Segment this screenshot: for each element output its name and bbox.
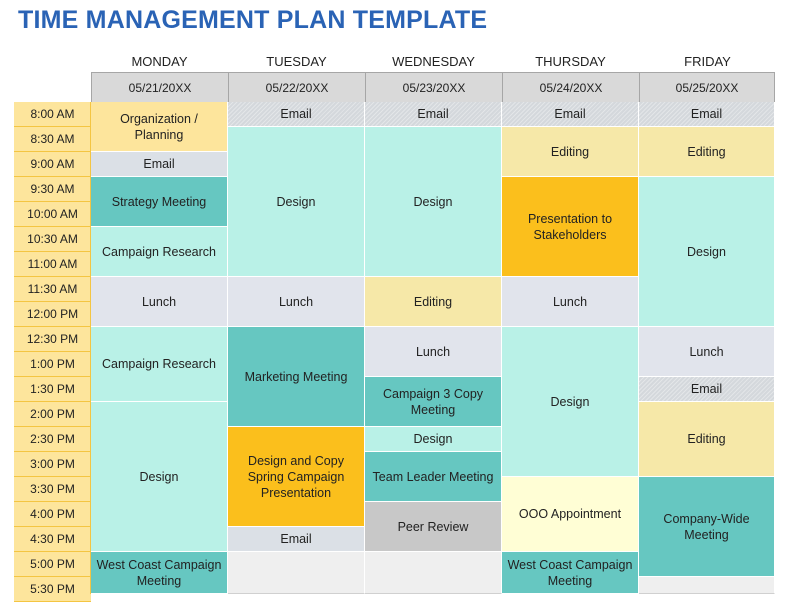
schedule-block[interactable]: Design: [91, 402, 228, 552]
time-slot-label: 11:00 AM: [14, 252, 91, 277]
day-name-wednesday: WEDNESDAY: [392, 54, 475, 69]
day-date-wednesday: 05/23/20XX: [365, 72, 502, 102]
day-name-tuesday: TUESDAY: [266, 54, 327, 69]
time-slot-label: 2:00 PM: [14, 402, 91, 427]
empty-block[interactable]: [365, 552, 502, 594]
schedule-block[interactable]: Lunch: [228, 277, 365, 327]
day-name-thursday: THURSDAY: [535, 54, 606, 69]
schedule-block[interactable]: Editing: [365, 277, 502, 327]
page-title: TIME MANAGEMENT PLAN TEMPLATE: [18, 6, 488, 34]
schedule-block[interactable]: Email: [91, 152, 228, 177]
time-slot-label: 11:30 AM: [14, 277, 91, 302]
time-slot-label: 5:00 PM: [14, 552, 91, 577]
schedule-block[interactable]: Strategy Meeting: [91, 177, 228, 227]
schedule-block[interactable]: Peer Review: [365, 502, 502, 552]
schedule-block[interactable]: Email: [228, 527, 365, 552]
time-slot-label: 9:30 AM: [14, 177, 91, 202]
schedule-block[interactable]: Campaign Research: [91, 327, 228, 402]
time-slot-label: 12:30 PM: [14, 327, 91, 352]
schedule-block[interactable]: Design: [639, 177, 775, 327]
schedule-block[interactable]: Design: [365, 127, 502, 277]
time-slot-label: 10:00 AM: [14, 202, 91, 227]
time-slot-label: 12:00 PM: [14, 302, 91, 327]
schedule-block[interactable]: Email: [228, 102, 365, 127]
schedule-block[interactable]: Design: [228, 127, 365, 277]
schedule-block[interactable]: West Coast Campaign Meeting: [502, 552, 639, 594]
schedule-block[interactable]: Editing: [502, 127, 639, 177]
empty-block[interactable]: [639, 577, 775, 594]
day-date-thursday: 05/24/20XX: [502, 72, 639, 102]
schedule-block[interactable]: Lunch: [639, 327, 775, 377]
day-date-friday: 05/25/20XX: [639, 72, 775, 102]
schedule-block[interactable]: Lunch: [91, 277, 228, 327]
time-slot-label: 1:30 PM: [14, 377, 91, 402]
day-date-tuesday: 05/22/20XX: [228, 72, 365, 102]
schedule-block[interactable]: Email: [639, 377, 775, 402]
schedule-block[interactable]: Email: [365, 102, 502, 127]
schedule-block[interactable]: Editing: [639, 402, 775, 477]
schedule-block[interactable]: Design: [502, 327, 639, 477]
schedule-block[interactable]: West Coast Campaign Meeting: [91, 552, 228, 594]
time-slot-label: 1:00 PM: [14, 352, 91, 377]
empty-block[interactable]: [228, 552, 365, 594]
schedule-block[interactable]: Editing: [639, 127, 775, 177]
schedule-block[interactable]: Design and Copy Spring Campaign Presenta…: [228, 427, 365, 527]
schedule-block[interactable]: Email: [639, 102, 775, 127]
schedule-block[interactable]: Email: [502, 102, 639, 127]
schedule-block[interactable]: Company-Wide Meeting: [639, 477, 775, 577]
day-name-monday: MONDAY: [131, 54, 188, 69]
schedule-block[interactable]: Campaign Research: [91, 227, 228, 277]
schedule-block[interactable]: Campaign 3 Copy Meeting: [365, 377, 502, 427]
time-slot-label: 3:30 PM: [14, 477, 91, 502]
day-date-monday: 05/21/20XX: [91, 72, 228, 102]
schedule-block[interactable]: Organization / Planning: [91, 102, 228, 152]
time-slot-label: 10:30 AM: [14, 227, 91, 252]
time-slot-label: 8:30 AM: [14, 127, 91, 152]
time-slot-label: 3:00 PM: [14, 452, 91, 477]
schedule-block[interactable]: Presentation to Stakeholders: [502, 177, 639, 277]
time-slot-label: 9:00 AM: [14, 152, 91, 177]
time-slot-label: 8:00 AM: [14, 102, 91, 127]
schedule-block[interactable]: Marketing Meeting: [228, 327, 365, 427]
schedule-block[interactable]: Design: [365, 427, 502, 452]
time-slot-label: 2:30 PM: [14, 427, 91, 452]
day-name-friday: FRIDAY: [684, 54, 731, 69]
schedule-block[interactable]: Lunch: [502, 277, 639, 327]
schedule-block[interactable]: Lunch: [365, 327, 502, 377]
time-slot-label: 5:30 PM: [14, 577, 91, 602]
schedule-block[interactable]: Team Leader Meeting: [365, 452, 502, 502]
time-slot-label: 4:30 PM: [14, 527, 91, 552]
schedule-block[interactable]: OOO Appointment: [502, 477, 639, 552]
time-slot-label: 4:00 PM: [14, 502, 91, 527]
